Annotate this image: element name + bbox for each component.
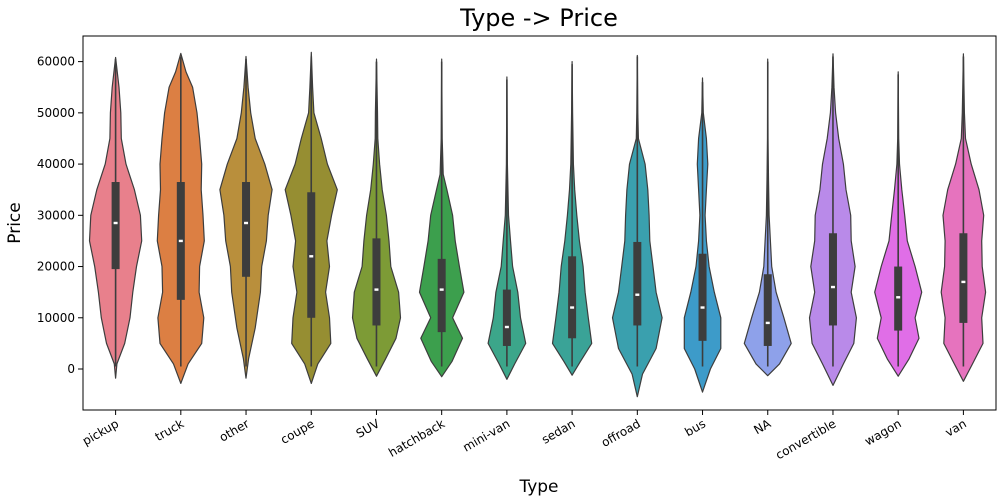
x-tick-label: coupe xyxy=(278,416,317,446)
violin-iqr-box xyxy=(111,182,120,270)
violin-median xyxy=(635,293,640,296)
violin-bus xyxy=(683,77,722,393)
violin-SUV xyxy=(351,58,402,377)
violin-mini-van xyxy=(487,76,527,380)
y-tick-label: 40000 xyxy=(37,157,75,171)
violin-other xyxy=(219,55,273,379)
plot-area xyxy=(88,51,987,398)
y-tick-label: 60000 xyxy=(37,55,75,69)
violin-median xyxy=(765,321,770,325)
violin-iqr-box xyxy=(568,256,577,339)
x-tick-label: van xyxy=(943,416,969,439)
x-axis-title: Type xyxy=(518,477,558,497)
x-tick-label: SUV xyxy=(354,416,383,441)
y-axis-title: Price xyxy=(5,202,25,243)
y-tick-label: 50000 xyxy=(37,106,75,120)
violin-iqr-box xyxy=(633,241,642,326)
x-tick-label: wagon xyxy=(862,416,903,448)
violin-iqr-box xyxy=(959,233,968,323)
violin-iqr-box xyxy=(894,266,903,331)
violin-convertible xyxy=(808,53,857,386)
x-tick-label: convertible xyxy=(773,416,838,462)
violin-median xyxy=(244,221,249,225)
y-axis: 0 10000 20000 30000 40000 50000 60000 xyxy=(37,55,83,376)
violin-iqr-box xyxy=(437,258,446,333)
violin-iqr-box xyxy=(763,274,772,346)
violin-median xyxy=(374,288,379,291)
violin-hatchback xyxy=(418,58,465,378)
violin-iqr-box xyxy=(502,289,511,346)
y-tick-label: 20000 xyxy=(37,260,75,274)
violin-iqr-box xyxy=(828,233,837,326)
violin-median xyxy=(439,288,444,291)
x-tick-label: truck xyxy=(153,416,187,444)
violin-truck xyxy=(156,52,205,384)
x-tick-label: NA xyxy=(751,416,774,437)
violin-median xyxy=(504,325,509,329)
violin-median xyxy=(830,285,835,289)
violin-van xyxy=(940,53,987,382)
x-axis: pickup truck other coupe SUV hatchback mini-va… xyxy=(80,410,969,462)
violin-median xyxy=(178,239,183,243)
chart-title: Type -> Price xyxy=(459,4,618,32)
x-tick-label: offroad xyxy=(599,416,643,449)
violin-wagon xyxy=(874,71,923,377)
x-tick-label: bus xyxy=(682,416,708,439)
violin-median xyxy=(896,296,901,299)
violin-pickup xyxy=(88,56,143,379)
violin-iqr-box xyxy=(242,182,251,277)
violin-offroad xyxy=(611,54,663,398)
x-tick-label: mini-van xyxy=(460,416,512,454)
x-tick-label: pickup xyxy=(80,416,121,448)
violin-median xyxy=(961,280,966,284)
violin-median xyxy=(113,221,118,225)
plot-frame xyxy=(82,35,997,411)
x-tick-label: hatchback xyxy=(386,416,447,459)
y-tick-label: 0 xyxy=(67,362,75,376)
y-tick-label: 30000 xyxy=(37,208,75,222)
x-tick-label: other xyxy=(217,416,252,444)
violin-iqr-box xyxy=(372,238,381,326)
x-tick-label: sedan xyxy=(539,416,577,446)
violin-NA xyxy=(743,58,792,377)
violin-iqr-box xyxy=(307,192,316,318)
violin-median xyxy=(570,306,575,309)
violin-median xyxy=(309,255,314,258)
violin-sedan xyxy=(551,61,593,376)
violin-iqr-box xyxy=(698,253,707,341)
violin-median xyxy=(700,306,705,309)
violin-coupe xyxy=(284,51,338,384)
y-tick-label: 10000 xyxy=(37,311,75,325)
